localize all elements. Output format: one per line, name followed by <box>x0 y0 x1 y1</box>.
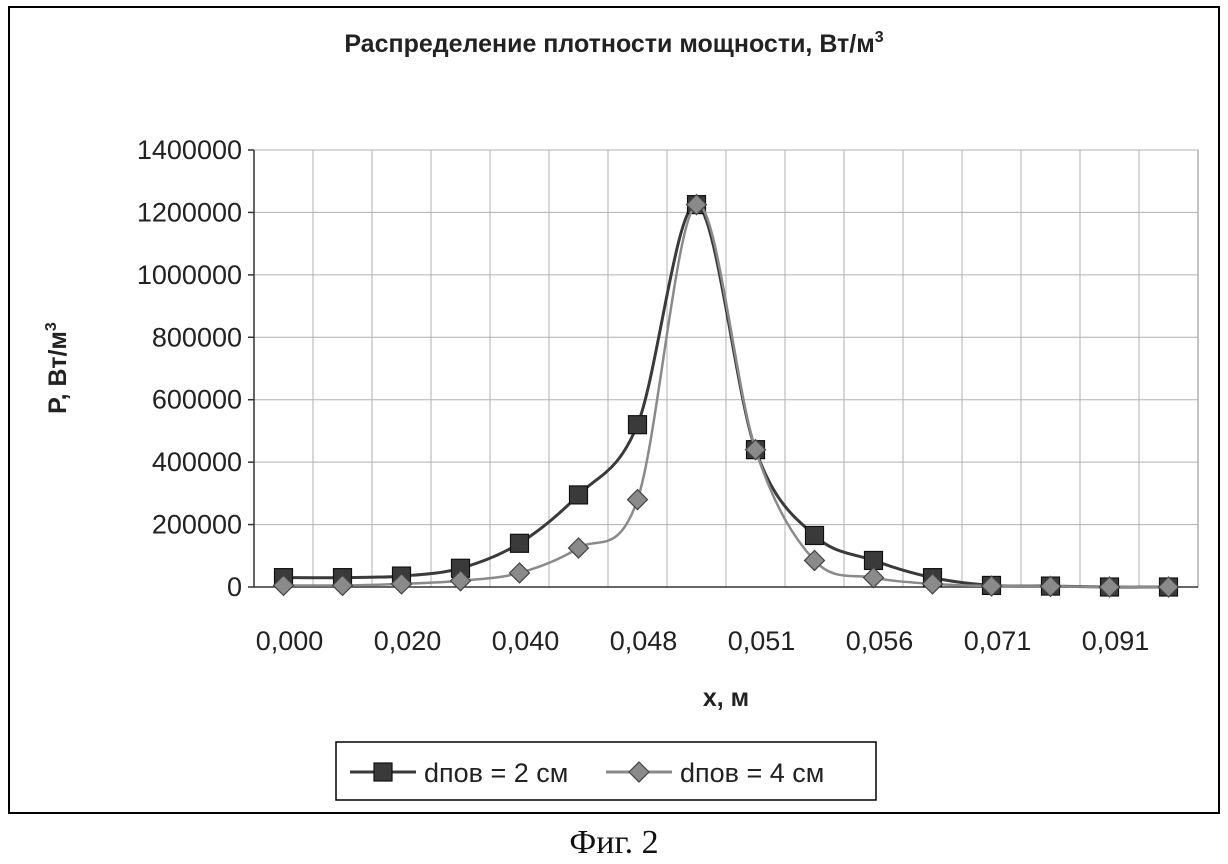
x-tick-label: 0,020 <box>374 626 442 656</box>
series-2-point <box>510 563 530 583</box>
y-tick-label: 200000 <box>152 510 242 540</box>
x-tick-label: 0,056 <box>846 626 914 656</box>
y-tick-label: 1000000 <box>137 260 242 290</box>
series-2-point <box>864 568 884 588</box>
x-tick-label: 0,048 <box>610 626 678 656</box>
y-tick-label: 600000 <box>152 385 242 415</box>
x-tick-label: 0,051 <box>728 626 796 656</box>
y-tick-label: 0 <box>227 572 242 602</box>
y-tick-labels: 0 200000 400000 600000 800000 1000000 1200000 1… <box>137 135 242 602</box>
x-axis-title: x, м <box>703 684 749 712</box>
series-1-point <box>570 486 588 504</box>
series-1-point <box>806 526 824 544</box>
y-tick-label: 1200000 <box>137 197 242 227</box>
grid-layer <box>248 150 1198 587</box>
y-tick-label: 400000 <box>152 447 242 477</box>
series-2-point <box>569 538 589 558</box>
x-tick-label: 0,040 <box>492 626 560 656</box>
legend-swatch-marker <box>374 763 392 781</box>
series-1-point <box>629 416 647 434</box>
chart-title: Распределение плотности мощности, Вт/м3 <box>344 29 883 58</box>
legend: dпов = 2 см dпов = 4 см <box>336 742 876 800</box>
legend-label: dпов = 4 см <box>680 758 824 788</box>
x-tick-label: 0,091 <box>1082 626 1150 656</box>
y-axis-title: P, Вт/м3 <box>43 322 72 414</box>
x-tick-labels: 0,000 0,020 0,040 0,048 0,051 0,056 0,071 0,091 <box>256 626 1150 656</box>
series-2-point <box>628 490 648 510</box>
chart-svg: Распределение плотности мощности, Вт/м3 … <box>0 0 1228 820</box>
figure-caption: Фиг. 2 <box>0 824 1228 862</box>
y-tick-label: 1400000 <box>137 135 242 165</box>
x-tick-label: 0,071 <box>964 626 1032 656</box>
legend-label: dпов = 2 см <box>424 758 568 788</box>
series-1-point <box>511 534 529 552</box>
series-1-point <box>865 551 883 569</box>
x-tick-label: 0,000 <box>256 626 324 656</box>
y-tick-label: 800000 <box>152 322 242 352</box>
